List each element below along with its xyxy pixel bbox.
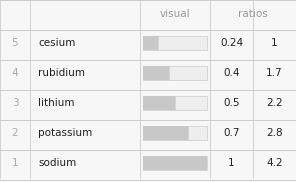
Text: lithium: lithium [38, 98, 75, 108]
Text: 0.4: 0.4 [223, 68, 240, 78]
Text: cesium: cesium [38, 38, 75, 48]
Text: 1: 1 [228, 158, 235, 168]
Text: visual: visual [160, 9, 190, 19]
Text: 4: 4 [12, 68, 18, 78]
Text: 1.7: 1.7 [266, 68, 283, 78]
Bar [143, 156, 207, 170]
Bar [143, 66, 169, 80]
Bar [143, 36, 207, 50]
Text: 0.24: 0.24 [220, 38, 243, 48]
Text: 1: 1 [12, 158, 18, 168]
Text: 0.5: 0.5 [223, 98, 240, 108]
Text: 5: 5 [12, 38, 18, 48]
Bar [143, 66, 207, 80]
Text: ratios: ratios [238, 9, 268, 19]
Bar [143, 36, 158, 50]
Text: potassium: potassium [38, 128, 92, 138]
Bar [143, 156, 207, 170]
Text: 4.2: 4.2 [266, 158, 283, 168]
Text: 3: 3 [12, 98, 18, 108]
Bar [143, 126, 207, 140]
Text: 1: 1 [271, 38, 278, 48]
Text: rubidium: rubidium [38, 68, 85, 78]
Text: 2.8: 2.8 [266, 128, 283, 138]
Bar [143, 96, 175, 110]
Text: 2: 2 [12, 128, 18, 138]
Text: 0.7: 0.7 [223, 128, 240, 138]
Bar [143, 96, 207, 110]
Bar [143, 126, 188, 140]
Text: sodium: sodium [38, 158, 76, 168]
Text: 2.2: 2.2 [266, 98, 283, 108]
